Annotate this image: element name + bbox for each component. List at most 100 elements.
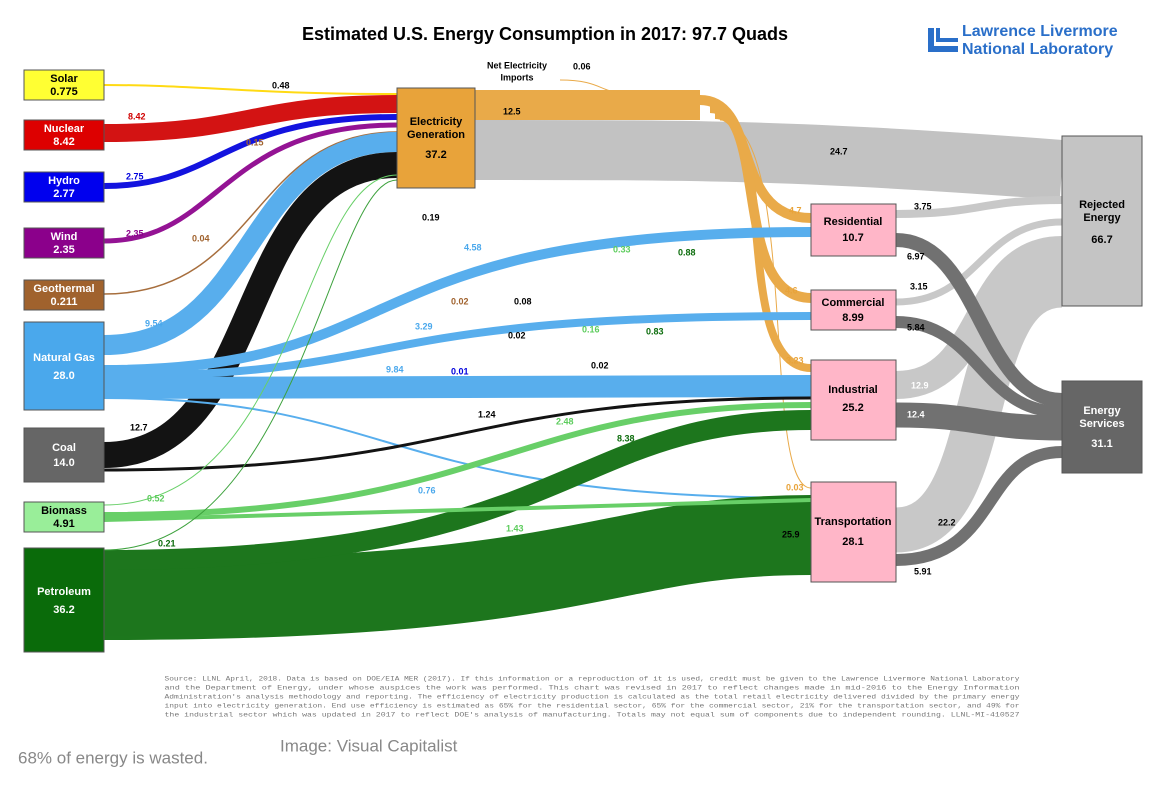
flow	[895, 233, 1063, 407]
node-value: 37.2	[425, 149, 446, 161]
flow-labels: 0.48 8.42 2.75 2.35 0.15 0.04 9.54 12.7 0.52 0.21…	[126, 80, 956, 576]
node-name: Wind	[51, 231, 78, 243]
node-name: Solar	[50, 73, 78, 85]
node-name: Imports	[500, 72, 533, 82]
source-nodes: Solar 0.775 Nuclear 8.42 Hydro 2.77 Wind…	[23, 69, 105, 653]
flow-label: 1.43	[506, 523, 524, 533]
node-value: 28.1	[842, 536, 863, 548]
node-value: 66.7	[1091, 234, 1112, 246]
node	[23, 321, 105, 411]
flow-label: 9.84	[386, 364, 404, 374]
note-line: and the Department of Energy, under whos…	[165, 685, 1020, 692]
flow-label: 22.2	[938, 517, 956, 527]
node-name: Biomass	[41, 505, 87, 517]
node-name: Nuclear	[44, 123, 85, 135]
flow-label: 5.84	[907, 322, 925, 332]
node	[23, 501, 105, 533]
flow-label: 3.23	[786, 355, 804, 365]
flow	[103, 95, 398, 142]
node-name: Rejected	[1079, 199, 1125, 211]
node	[23, 279, 105, 311]
flow-label: 0.02	[451, 296, 469, 306]
flow	[895, 402, 1063, 441]
node-value: 0.775	[50, 86, 78, 98]
flow-label: 0.83	[646, 326, 664, 336]
logo-line: National Laboratory	[962, 41, 1113, 58]
node	[1061, 380, 1143, 474]
node-value: 36.2	[53, 604, 74, 616]
flow-label: 12.4	[907, 409, 925, 419]
node-name: Services	[1079, 418, 1124, 430]
flow-label: 2.35	[126, 228, 144, 238]
middle-nodes: Electricity Generation 37.2 Net Electric…	[396, 60, 591, 189]
logo-line: Lawrence Livermore	[962, 23, 1118, 40]
node	[810, 203, 897, 257]
node-value: 2.77	[53, 188, 74, 200]
flow-label: 4.6	[785, 285, 798, 295]
title: Estimated U.S. Energy Consumption in 201…	[302, 24, 788, 44]
flow-label: 9.54	[145, 318, 163, 328]
sector-nodes: Residential 10.7 Commercial 8.99 Industr…	[810, 203, 897, 583]
caption: 68% of energy is wasted.	[18, 748, 208, 767]
flow-label: 2.48	[556, 416, 574, 426]
flow	[103, 397, 812, 499]
logo-mark	[928, 28, 958, 52]
flow-label: 6.97	[907, 251, 925, 261]
flow-label: 12.9	[911, 380, 929, 390]
flow	[103, 495, 812, 640]
flow-label: 25.9	[782, 529, 800, 539]
flow	[559, 79, 621, 93]
node-name: Net Electricity	[487, 60, 547, 70]
node	[1061, 135, 1143, 307]
logo: Lawrence Livermore National Laboratory	[928, 23, 1118, 58]
node-name: Industrial	[828, 384, 878, 396]
note-line: Source: LLNL April, 2018. Data is based …	[165, 676, 1020, 683]
flow-label: 4.7	[789, 205, 802, 215]
flow	[103, 131, 398, 295]
flow	[103, 396, 812, 472]
flow-label: 3.75	[914, 201, 932, 211]
node-value: 0.06	[573, 61, 591, 71]
flow-label: 2.75	[126, 171, 144, 181]
node-value: 0.211	[51, 296, 78, 308]
flow	[103, 152, 398, 468]
flow	[103, 410, 812, 570]
flow-label: 0.52	[147, 493, 165, 503]
flow-label: 3.29	[415, 321, 433, 331]
node	[23, 171, 105, 203]
node	[23, 227, 105, 259]
note-line: the industrial sector which was updated …	[165, 712, 1020, 719]
node-name: Residential	[824, 216, 883, 228]
node	[810, 289, 897, 331]
flow	[103, 498, 812, 522]
flow-label: 12.5	[503, 106, 521, 116]
node-name: Energy	[1083, 212, 1121, 224]
node	[23, 427, 105, 483]
flow	[103, 114, 398, 189]
node	[810, 481, 897, 583]
node-value: 10.7	[842, 232, 863, 244]
node-value: 4.91	[53, 518, 74, 530]
note-line: Administration's analysis methodology an…	[165, 694, 1020, 701]
flow-label: 0.48	[272, 80, 290, 90]
flow-label: 0.03	[786, 482, 804, 492]
flow	[103, 179, 398, 551]
node-name: Generation	[407, 129, 465, 141]
node-value: 2.35	[53, 244, 74, 256]
flow	[103, 402, 812, 518]
flow-label: 0.16	[582, 324, 600, 334]
output-nodes: Rejected Energy 66.7 Energy Services 31.…	[1061, 135, 1143, 474]
node-name: Coal	[52, 442, 76, 454]
flow-label: 1.24	[478, 409, 496, 419]
flow-label: 3.15	[910, 281, 928, 291]
flow	[103, 84, 398, 95]
node-name: Commercial	[822, 297, 885, 309]
node	[396, 87, 476, 189]
flow	[895, 196, 1063, 218]
flow	[895, 218, 1063, 306]
flow	[103, 132, 398, 355]
flow	[893, 262, 1065, 553]
node-name: Petroleum	[37, 586, 91, 598]
flow-label: 0.08	[514, 296, 532, 306]
flow	[103, 122, 398, 244]
